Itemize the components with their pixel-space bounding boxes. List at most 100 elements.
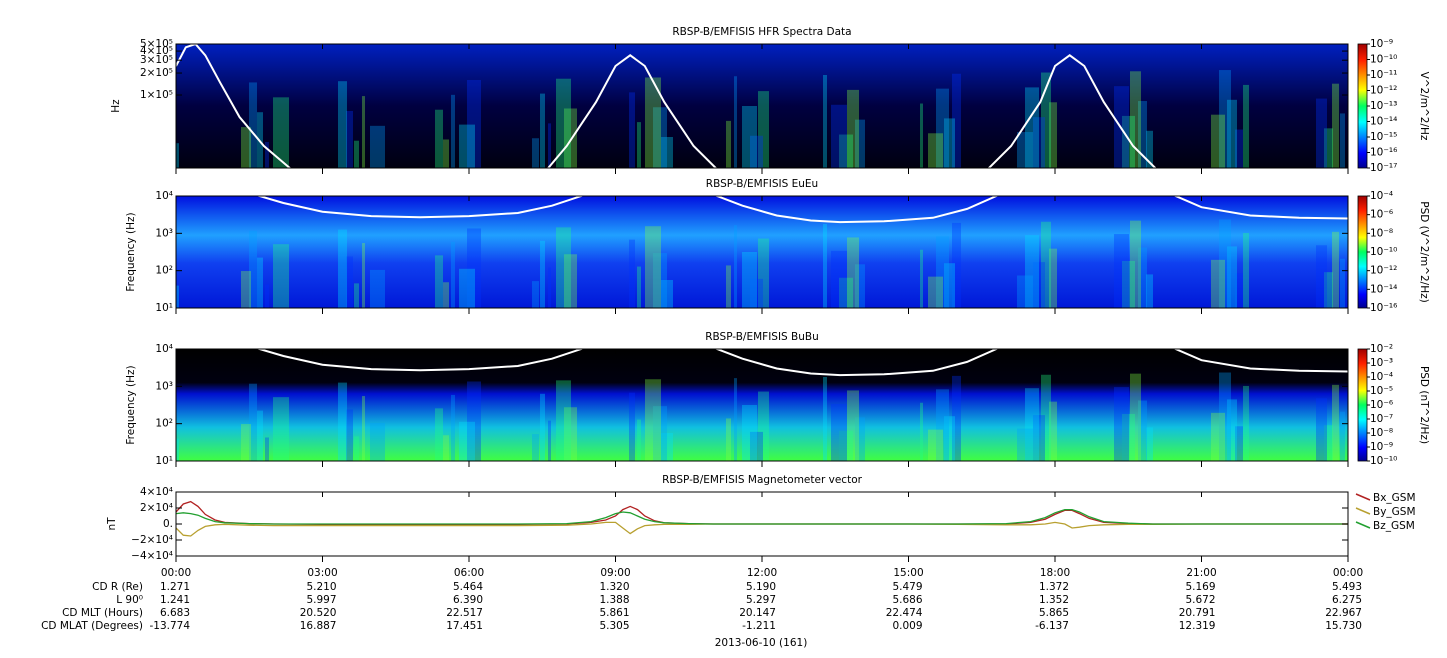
- cutoff-curve: [255, 349, 1348, 377]
- plot-area: [176, 500, 1348, 537]
- spectrogram-texture: [564, 108, 577, 168]
- ephemeris-value: 5.997: [306, 594, 336, 606]
- spectrogram-texture: [249, 82, 257, 168]
- spectrogram-texture: [1025, 388, 1039, 461]
- y-axis-label: Frequency (Hz): [125, 365, 137, 444]
- ephemeris-value: 1.388: [599, 594, 629, 606]
- colorbar: [1357, 348, 1368, 462]
- spectrogram-texture: [653, 253, 667, 308]
- spectrogram-texture: [1041, 374, 1051, 461]
- spectrogram-texture: [362, 243, 365, 308]
- spectrogram-texture: [758, 391, 769, 461]
- y-tick-label: 2×10⁴: [140, 502, 173, 514]
- colorbar-tick-label: 10⁻¹⁰: [1370, 246, 1397, 258]
- ephemeris-value: 6.683: [160, 607, 190, 619]
- ephemeris-value: 22.517: [446, 607, 483, 619]
- ephemeris-value: 22.967: [1325, 607, 1362, 619]
- spectrogram-texture: [249, 383, 257, 461]
- spectrogram-texture: [952, 222, 961, 308]
- spectrogram-texture: [1332, 83, 1339, 168]
- spectrogram-texture: [847, 89, 859, 168]
- panel-title: RBSP-B/EMFISIS BuBu: [705, 331, 819, 343]
- colorbar-tick-label: 10⁻²: [1370, 343, 1393, 355]
- spectrogram-texture: [920, 402, 923, 461]
- panel-title: RBSP-B/EMFISIS Magnetometer vector: [662, 474, 863, 486]
- spectrogram-texture: [936, 389, 949, 461]
- y-tick-label: 5×10⁵: [140, 38, 173, 50]
- ephemeris-value: 1.320: [599, 581, 629, 593]
- ephemeris-row-label: CD R (Re): [92, 581, 143, 593]
- y-tick-label: −2×10⁴: [131, 534, 173, 546]
- legend-label: By_GSM: [1373, 506, 1416, 518]
- spectrogram-texture: [823, 377, 827, 461]
- spectrogram-texture: [637, 122, 641, 168]
- spectrogram-texture: [1146, 274, 1153, 308]
- spectrogram-texture: [564, 407, 577, 461]
- y-tick-label: 0.: [163, 518, 173, 530]
- spectrogram-texture: [1316, 398, 1327, 461]
- y-tick-label: 10²: [155, 265, 173, 277]
- ephemeris-value: 5.479: [892, 581, 922, 593]
- spectrogram-texture: [855, 119, 865, 168]
- spectrogram-texture: [1041, 72, 1051, 168]
- ephemeris-value: -13.774: [149, 620, 190, 632]
- spectrogram-texture: [734, 225, 737, 308]
- spectrogram-texture: [734, 76, 737, 168]
- spectrogram-texture: [467, 79, 481, 168]
- spectrogram-texture: [459, 268, 475, 308]
- panel-title: RBSP-B/EMFISIS HFR Spectra Data: [672, 26, 851, 38]
- ephemeris-row-label: L 90⁰: [116, 594, 143, 606]
- ephemeris-row-label: CD MLT (Hours): [62, 607, 143, 619]
- spectrogram-texture: [362, 96, 365, 168]
- spectrogram-texture: [1211, 412, 1225, 461]
- colorbar: [1357, 195, 1368, 309]
- spectrogram-texture: [265, 141, 269, 168]
- spectrogram-texture: [540, 393, 545, 461]
- spectrogram-texture: [532, 138, 539, 168]
- spectrogram-texture: [1114, 387, 1129, 461]
- spectrogram-texture: [338, 382, 347, 461]
- colorbar-tick-label: 10⁻¹⁴: [1370, 116, 1397, 128]
- y-tick-label: 3×10⁵: [140, 54, 173, 66]
- spectrogram-texture: [1033, 262, 1045, 308]
- spectrogram-texture: [362, 396, 365, 461]
- spectrogram-texture: [346, 110, 353, 168]
- spectrogram-texture: [1235, 273, 1243, 308]
- ephemeris-value: 17.451: [446, 620, 483, 632]
- x-tick-label: 12:00: [747, 567, 777, 579]
- colorbar-tick-label: 10⁻³: [1370, 357, 1393, 369]
- colorbar-tick-label: 10⁻⁸: [1370, 427, 1393, 439]
- spectrogram-texture: [1041, 221, 1051, 308]
- spectrogram-texture: [928, 429, 943, 461]
- spectrogram-texture: [435, 109, 443, 168]
- x-tick-label: 18:00: [1040, 567, 1070, 579]
- spectrogram-texture: [1017, 428, 1033, 461]
- colorbar-label: PSD (nT^2/Hz): [1418, 366, 1430, 444]
- spectrogram-texture: [435, 408, 443, 461]
- ephemeris-value: 0.009: [892, 620, 922, 632]
- ephemeris-value: 15.730: [1325, 620, 1362, 632]
- spectrogram-texture: [726, 265, 731, 308]
- spectrogram-texture: [1243, 385, 1249, 461]
- spectrogram-texture: [823, 75, 827, 168]
- ephemeris-value: 1.372: [1039, 581, 1069, 593]
- spectrogram-texture: [742, 405, 757, 461]
- spectrogram-texture: [661, 280, 673, 308]
- colorbar-tick-label: 10⁻¹⁰: [1370, 455, 1397, 467]
- ephemeris-value: -6.137: [1035, 620, 1069, 632]
- spectrogram-texture: [176, 438, 179, 461]
- spectrogram-image: [176, 349, 1348, 461]
- spectrogram-texture: [936, 88, 949, 168]
- spectrogram-texture: [726, 418, 731, 461]
- spectrogram-texture: [1146, 130, 1153, 168]
- spectrogram-texture: [1340, 258, 1345, 308]
- colorbar-tick-label: 10⁻⁹: [1370, 441, 1393, 453]
- colorbar-tick-label: 10⁻⁶: [1370, 399, 1393, 411]
- spectrogram-texture: [645, 379, 661, 461]
- colorbar-tick-label: 10⁻¹⁶: [1370, 302, 1397, 314]
- spectrogram-texture: [823, 224, 827, 308]
- spectrogram-texture: [273, 97, 289, 168]
- spectrogram-texture: [370, 269, 385, 308]
- spectrogram-texture: [1227, 246, 1237, 308]
